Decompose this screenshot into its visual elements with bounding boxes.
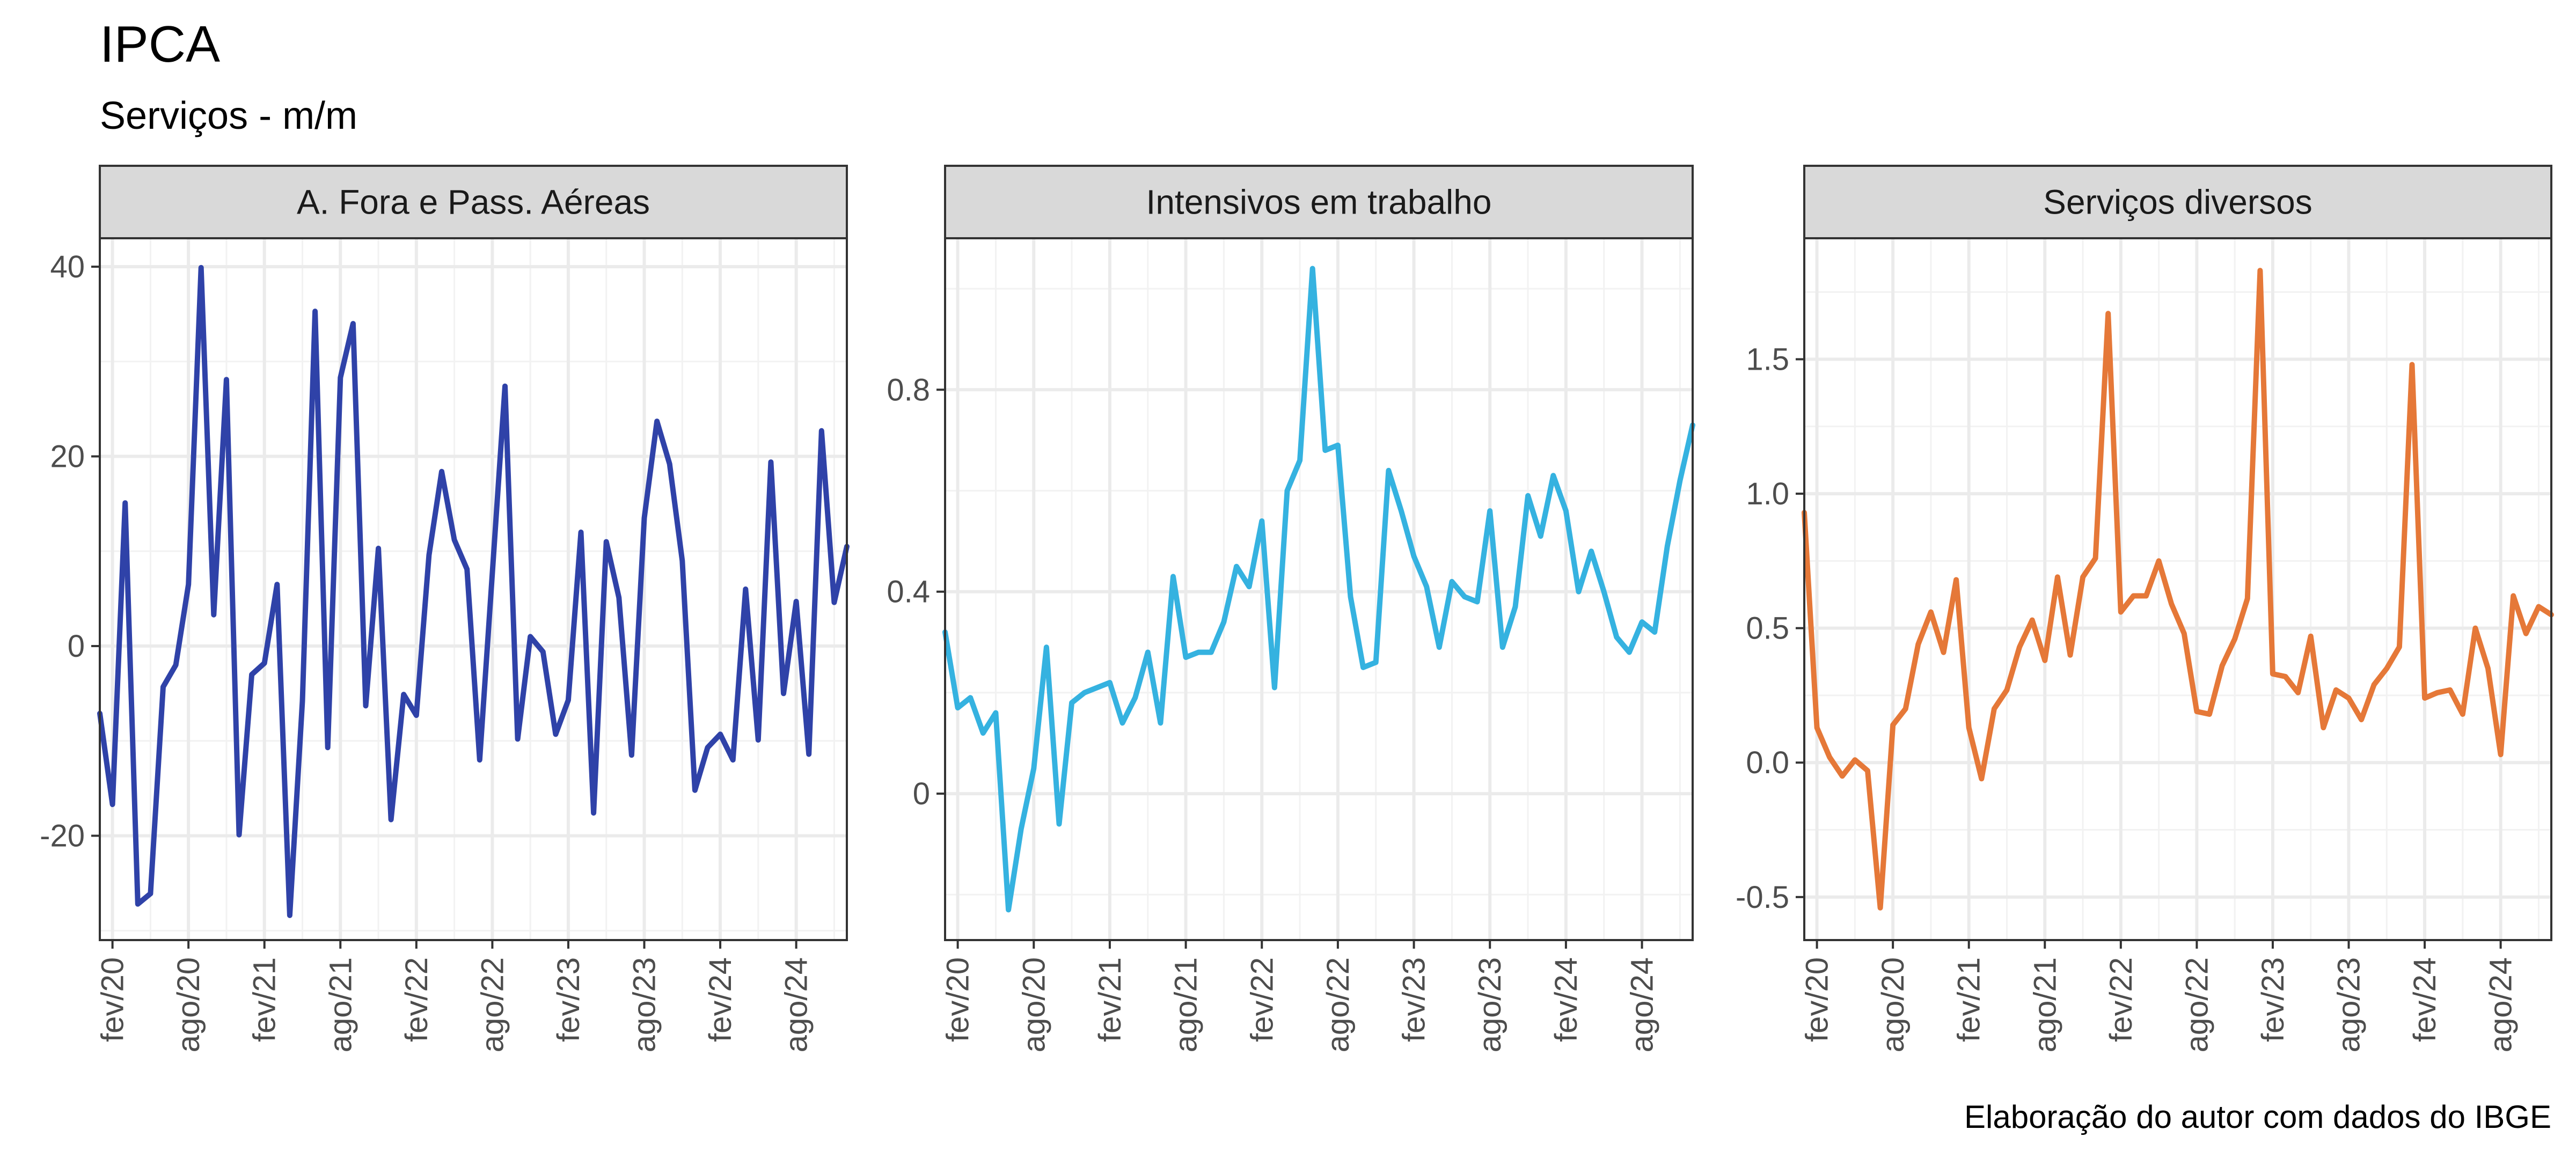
x-tick-label: fev/24: [1549, 957, 1584, 1042]
x-tick-label: fev/20: [96, 957, 130, 1042]
series-line: [97, 265, 850, 918]
plot-background: [100, 238, 847, 940]
panel-2: Intensivos em trabalho 0 0.4 0.8 fev/20 ago/2…: [887, 165, 1695, 1052]
x-tick-label: ago/24: [1625, 957, 1660, 1052]
panel-1: A. Fora e Pass. Aéreas -20 0 20 40 fev/20 ago/…: [40, 165, 850, 1052]
x-tick-label: ago/23: [2332, 957, 2367, 1052]
x-tick-label: ago/22: [2179, 957, 2214, 1052]
x-tick-label: ago/20: [171, 957, 206, 1052]
y-tick-label: 0.4: [887, 575, 930, 610]
facet-label: A. Fora e Pass. Aéreas: [297, 183, 650, 222]
y-tick-label: -20: [40, 819, 85, 854]
x-tick-label: fev/21: [1952, 957, 1987, 1042]
x-tick-label: fev/22: [399, 957, 434, 1042]
x-tick-label: ago/23: [627, 957, 662, 1052]
x-tick-label: ago/23: [1473, 957, 1507, 1052]
x-tick-label: ago/21: [323, 957, 358, 1052]
y-tick-label: -0.5: [1736, 880, 1789, 915]
y-tick-label: 20: [50, 439, 85, 474]
facet-panels: A. Fora e Pass. Aéreas -20 0 20 40 fev/20 ago/…: [40, 165, 2554, 1052]
x-tick-label: ago/22: [1321, 957, 1356, 1052]
x-tick-label: fev/22: [1245, 957, 1279, 1042]
y-tick-label: 1.0: [1746, 476, 1789, 511]
x-tick-label: ago/20: [1016, 957, 1051, 1052]
facet-strip: [99, 165, 848, 239]
x-tick-label: fev/21: [1093, 957, 1128, 1042]
y-tick-label: 0.5: [1746, 611, 1789, 646]
facet-strip: [1803, 165, 2552, 239]
x-tick-label: ago/24: [2484, 957, 2519, 1052]
x-tick-label: ago/24: [779, 957, 814, 1052]
x-tick-label: fev/24: [703, 957, 738, 1042]
x-tick-label: fev/23: [551, 957, 586, 1042]
x-tick-label: ago/22: [475, 957, 510, 1052]
series-line: [942, 266, 1695, 913]
chart-subtitle: Serviços - m/m: [100, 94, 357, 137]
chart-caption: Elaboração do autor com dados do IBGE: [1964, 1099, 2551, 1135]
y-tick-label: 40: [50, 250, 85, 284]
x-tick-label: fev/20: [941, 957, 976, 1042]
series-line: [1802, 268, 2554, 911]
x-tick-label: fev/23: [2256, 957, 2290, 1042]
chart-title: IPCA: [100, 16, 220, 73]
x-tick-label: fev/20: [1800, 957, 1835, 1042]
y-tick-label: 0: [913, 776, 930, 811]
y-tick-label: 0.0: [1746, 745, 1789, 780]
x-tick-label: ago/21: [2028, 957, 2062, 1052]
facet-label: Intensivos em trabalho: [1146, 183, 1492, 222]
x-tick-label: fev/23: [1397, 957, 1432, 1042]
x-tick-label: fev/24: [2407, 957, 2442, 1042]
y-tick-label: 0.8: [887, 372, 930, 407]
x-tick-label: fev/22: [2104, 957, 2139, 1042]
panel-3: Serviços diversos -0.5 0.0 0.5 1.0 1.5 fev/20 a…: [1736, 165, 2554, 1052]
facet-label: Serviços diversos: [2043, 183, 2312, 222]
y-tick-label: 1.5: [1746, 342, 1789, 377]
plot-background: [1804, 238, 2551, 940]
x-tick-label: fev/21: [247, 957, 282, 1042]
x-tick-label: ago/21: [1169, 957, 1204, 1052]
y-tick-label: 0: [68, 629, 85, 664]
facet-strip: [944, 165, 1694, 239]
x-tick-label: ago/20: [1876, 957, 1911, 1052]
